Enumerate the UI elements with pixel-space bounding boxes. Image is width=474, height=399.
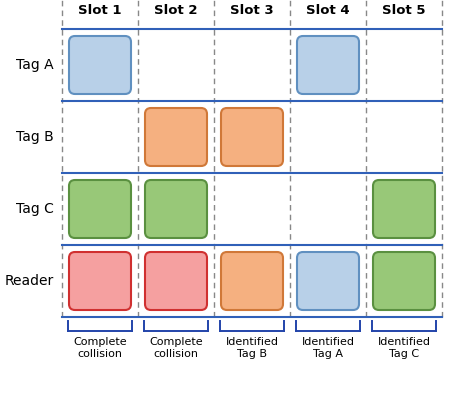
Text: Complete
collision: Complete collision bbox=[73, 337, 127, 359]
Text: Slot 5: Slot 5 bbox=[382, 4, 426, 16]
Text: Tag C: Tag C bbox=[16, 202, 54, 216]
Text: Identified
Tag C: Identified Tag C bbox=[377, 337, 430, 359]
FancyBboxPatch shape bbox=[145, 252, 207, 310]
FancyBboxPatch shape bbox=[69, 252, 131, 310]
Text: Reader: Reader bbox=[5, 274, 54, 288]
Text: Tag A: Tag A bbox=[17, 58, 54, 72]
Text: Slot 3: Slot 3 bbox=[230, 4, 274, 16]
FancyBboxPatch shape bbox=[297, 36, 359, 94]
Text: Tag B: Tag B bbox=[16, 130, 54, 144]
FancyBboxPatch shape bbox=[69, 180, 131, 238]
Text: Slot 2: Slot 2 bbox=[154, 4, 198, 16]
FancyBboxPatch shape bbox=[145, 108, 207, 166]
Text: Slot 4: Slot 4 bbox=[306, 4, 350, 16]
FancyBboxPatch shape bbox=[297, 252, 359, 310]
Text: Complete
collision: Complete collision bbox=[149, 337, 203, 359]
FancyBboxPatch shape bbox=[145, 180, 207, 238]
Text: Slot 1: Slot 1 bbox=[78, 4, 122, 16]
FancyBboxPatch shape bbox=[221, 252, 283, 310]
Text: Identified
Tag B: Identified Tag B bbox=[226, 337, 279, 359]
FancyBboxPatch shape bbox=[373, 180, 435, 238]
FancyBboxPatch shape bbox=[69, 36, 131, 94]
Text: Identified
Tag A: Identified Tag A bbox=[301, 337, 355, 359]
FancyBboxPatch shape bbox=[373, 252, 435, 310]
FancyBboxPatch shape bbox=[221, 108, 283, 166]
